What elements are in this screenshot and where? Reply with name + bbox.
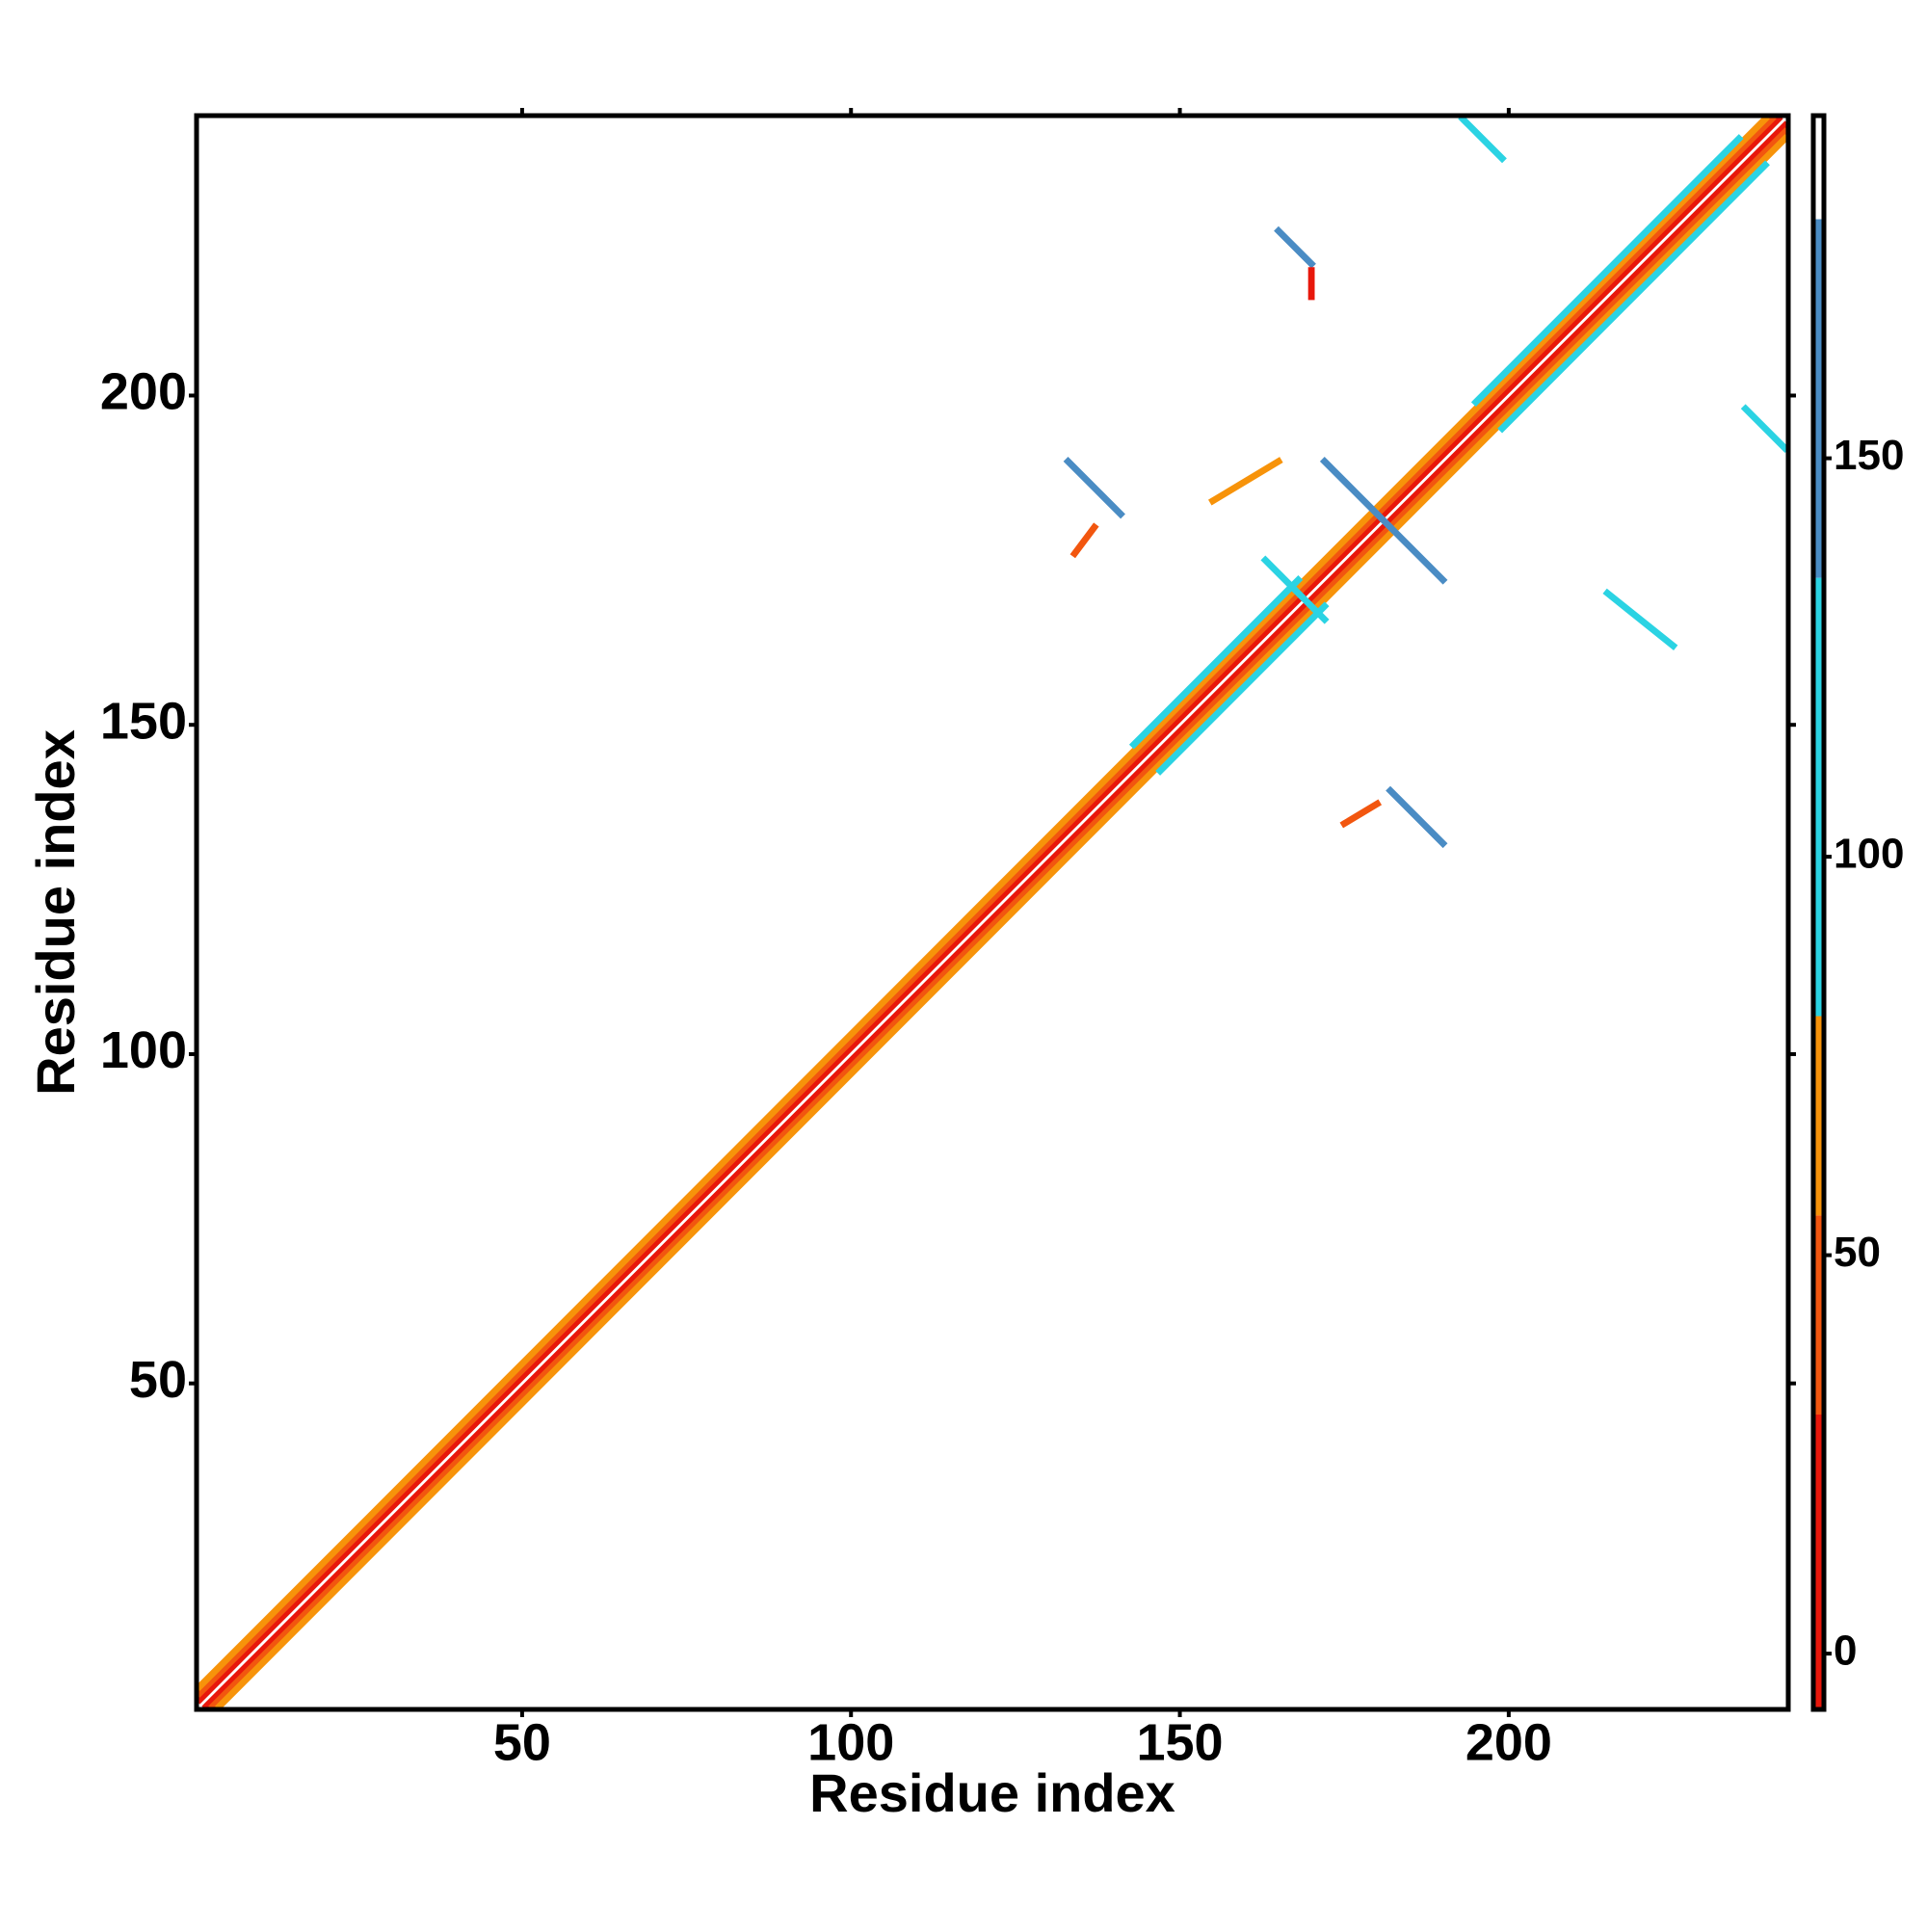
colorbar-tick-label: 100 [1834, 831, 1904, 878]
heatmap-cell-strip [201, 120, 1790, 1711]
x-tick-label: 200 [1465, 1713, 1552, 1771]
heatmap-cell-strip [1260, 555, 1330, 624]
heatmap-cell-strip [208, 127, 1790, 1711]
heatmap-cell-strip [215, 134, 1790, 1711]
heatmap-cell-strip [195, 114, 1777, 1698]
heatmap-cell-strip [1319, 456, 1448, 585]
heatmap-cell-strip [1274, 225, 1316, 269]
heatmap-cell-strip [1497, 160, 1770, 434]
plot-frame [194, 113, 1791, 1712]
colorbar-tick-label: 50 [1834, 1229, 1881, 1276]
colorbar-bin [1813, 577, 1824, 1017]
heatmap-cell-strip [1069, 522, 1099, 559]
colorbar-bin [1813, 1215, 1824, 1416]
y-tick-label: 150 [100, 692, 187, 750]
colorbar-frame [1810, 113, 1827, 1712]
heatmap-cell-strip [1386, 785, 1448, 849]
heatmap-cell-strip [1128, 575, 1304, 750]
y-tick-label: 100 [100, 1021, 187, 1079]
x-tick-label: 50 [493, 1713, 551, 1771]
colorbar-bin [1813, 1415, 1824, 1709]
heatmap-cell-strip [195, 114, 1783, 1705]
colorbar-bin [1813, 219, 1824, 578]
x-axis-label: Residue index [809, 1762, 1175, 1823]
heatmap-cell-strip [1602, 588, 1678, 650]
heatmap-cell-strip [195, 114, 1770, 1691]
colorbar-tick-label: 150 [1834, 432, 1904, 479]
heatmap-cell-strip [1155, 601, 1330, 776]
y-tick-label: 200 [100, 363, 187, 421]
colorbar-bin [1813, 1016, 1824, 1216]
y-tick-label: 50 [129, 1351, 187, 1409]
heatmap-cell-strip [1339, 799, 1383, 829]
heatmap-cell-strip [1208, 457, 1283, 506]
colorbar-bin [1813, 116, 1824, 220]
heatmap-cell-strip [1470, 134, 1744, 408]
heatmap-cell-strip [1458, 114, 1507, 164]
colorbar-tick-label: 0 [1834, 1628, 1857, 1675]
y-axis-label: Residue index [25, 729, 86, 1096]
x-tick-label: 100 [807, 1713, 894, 1771]
heatmap-cell-strip [1063, 456, 1125, 519]
heatmap-cell-strip [1740, 404, 1790, 453]
x-tick-label: 150 [1136, 1713, 1223, 1771]
